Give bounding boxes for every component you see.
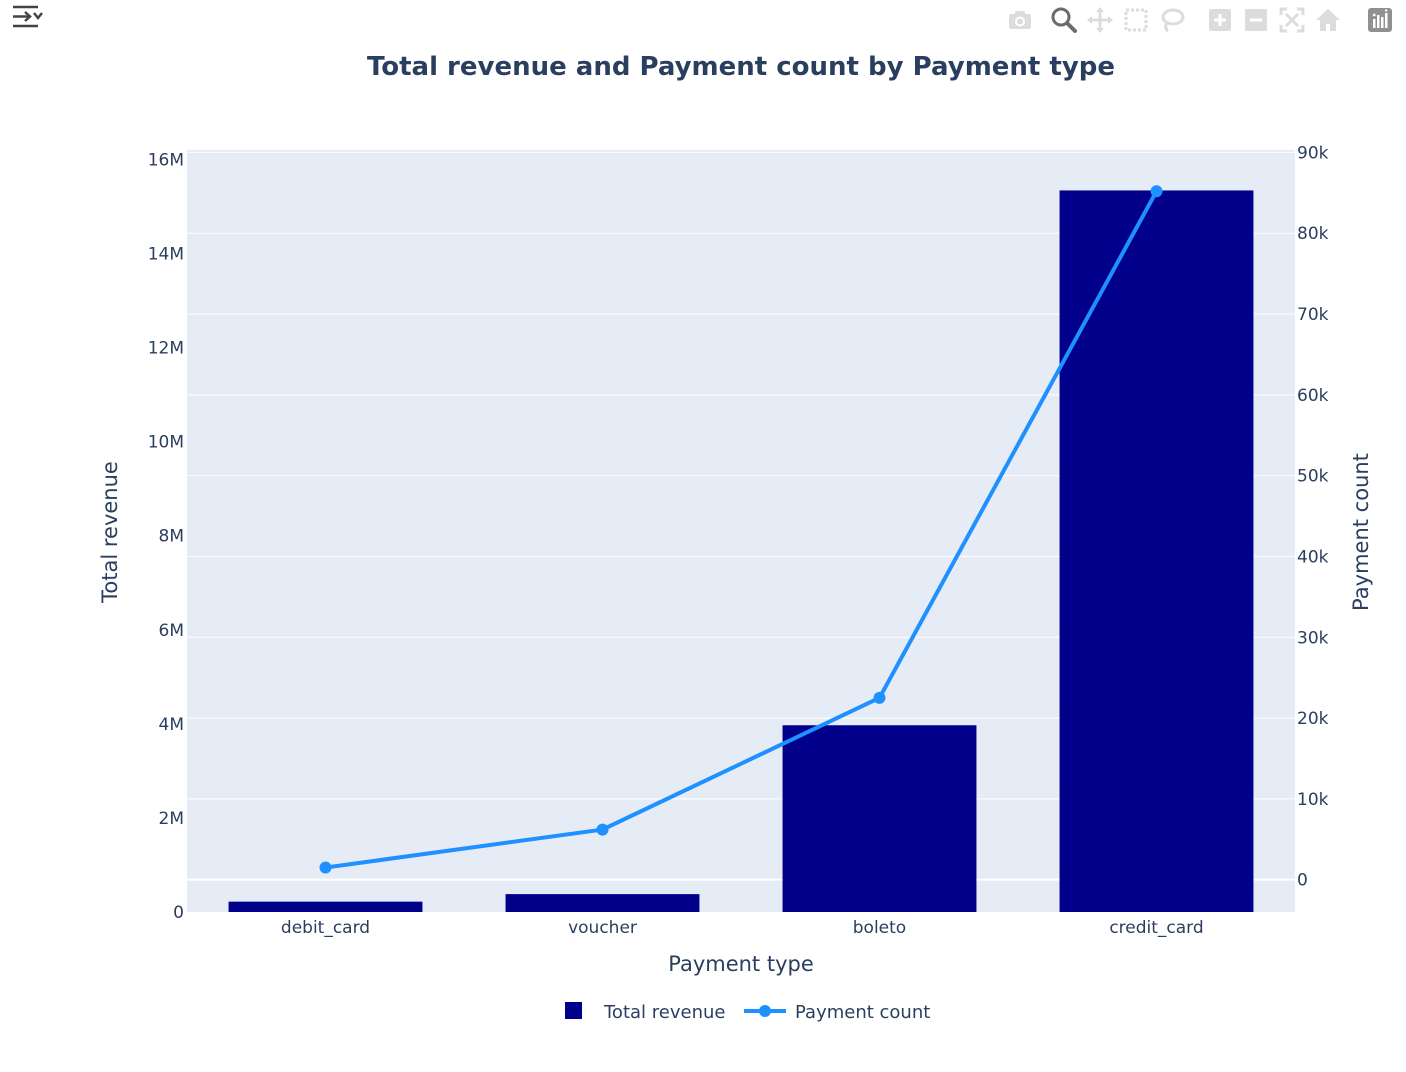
y-axis-ticks: 0 2M 4M 6M 8M 10M 12M 14M 16M	[148, 150, 184, 923]
pan-icon	[1087, 7, 1113, 33]
zoom-in-icon	[1209, 9, 1231, 31]
payment-count-point-credit_card[interactable]	[1150, 185, 1163, 198]
legend-swatch-payment-count-marker	[759, 1005, 771, 1017]
y-tick-label: 0	[173, 903, 184, 923]
pan-button[interactable]	[1086, 6, 1114, 34]
bar-boleto[interactable]	[782, 725, 977, 912]
x-tick-label: boleto	[853, 918, 906, 938]
camera-icon	[1009, 11, 1031, 29]
y2-tick-label: 90k	[1297, 143, 1329, 163]
line-series	[319, 185, 1163, 874]
box-select-icon	[1124, 8, 1148, 32]
legend-swatch-total-revenue	[565, 1002, 582, 1019]
y-axis-title: Total revenue	[98, 461, 122, 604]
modebar	[986, 6, 1406, 34]
y-tick-label: 16M	[148, 150, 184, 170]
y2-axis-title: Payment count	[1349, 453, 1373, 611]
legend-label-total-revenue: Total revenue	[603, 1002, 725, 1023]
legend: Total revenue Payment count	[565, 1002, 930, 1023]
y-tick-label: 4M	[159, 715, 184, 735]
payment-count-point-boleto[interactable]	[873, 691, 886, 704]
download-button[interactable]	[1006, 6, 1034, 34]
reset-axes-icon	[1316, 9, 1340, 31]
x-tick-label: credit_card	[1109, 918, 1203, 938]
y2-tick-label: 20k	[1297, 709, 1329, 729]
x-tick-label: debit_card	[281, 918, 370, 938]
y2-tick-label: 80k	[1297, 224, 1329, 244]
y-tick-label: 2M	[159, 809, 184, 829]
autoscale-button[interactable]	[1278, 6, 1306, 34]
bar-voucher[interactable]	[505, 894, 700, 912]
payment-count-point-debit_card[interactable]	[319, 861, 332, 874]
reset-axes-button[interactable]	[1314, 6, 1342, 34]
bar-debit_card[interactable]	[228, 901, 423, 912]
y-tick-label: 6M	[159, 621, 184, 641]
zoom-button[interactable]	[1050, 6, 1078, 34]
sidebar-toggle-button[interactable]	[8, 2, 48, 34]
payment-count-line	[325, 190, 1159, 870]
y-tick-label: 8M	[159, 527, 184, 547]
box-select-button[interactable]	[1122, 6, 1150, 34]
plotly-logo-icon	[1368, 8, 1392, 32]
bar-credit_card[interactable]	[1059, 190, 1254, 913]
zoom-out-button[interactable]	[1242, 6, 1270, 34]
y2-tick-label: 70k	[1297, 305, 1329, 325]
y2-tick-label: 10k	[1297, 790, 1329, 810]
plotly-logo-link[interactable]	[1366, 6, 1394, 34]
chart-title: Total revenue and Payment count by Payme…	[367, 52, 1115, 82]
y2-tick-label: 50k	[1297, 467, 1329, 487]
y-tick-label: 10M	[148, 433, 184, 453]
y-tick-label: 14M	[148, 244, 184, 264]
x-axis-title: Payment type	[668, 952, 814, 976]
autoscale-icon	[1279, 7, 1305, 33]
y2-tick-label: 40k	[1297, 547, 1329, 567]
y-tick-label: 12M	[148, 339, 184, 359]
x-axis-ticks: debit_card voucher boleto credit_card	[281, 918, 1204, 938]
legend-item-payment-count[interactable]: Payment count	[744, 1002, 930, 1023]
lasso-select-button[interactable]	[1158, 6, 1186, 34]
zoom-icon	[1051, 7, 1077, 33]
y2-tick-label: 60k	[1297, 386, 1329, 406]
zoom-out-icon	[1245, 9, 1267, 31]
sidebar-toggle-icon	[13, 5, 43, 28]
x-tick-label: voucher	[568, 918, 637, 938]
lasso-icon	[1161, 8, 1185, 33]
y2-tick-label: 30k	[1297, 628, 1329, 648]
y2-axis-ticks: 0 10k 20k 30k 40k 50k 60k 70k 80k 90k	[1297, 143, 1329, 890]
legend-label-payment-count: Payment count	[795, 1002, 930, 1023]
payment-count-point-voucher[interactable]	[596, 823, 609, 836]
legend-item-total-revenue[interactable]: Total revenue	[565, 1002, 725, 1023]
y2-tick-label: 0	[1297, 871, 1308, 891]
zoom-in-button[interactable]	[1206, 6, 1234, 34]
bar-series	[228, 190, 1254, 913]
